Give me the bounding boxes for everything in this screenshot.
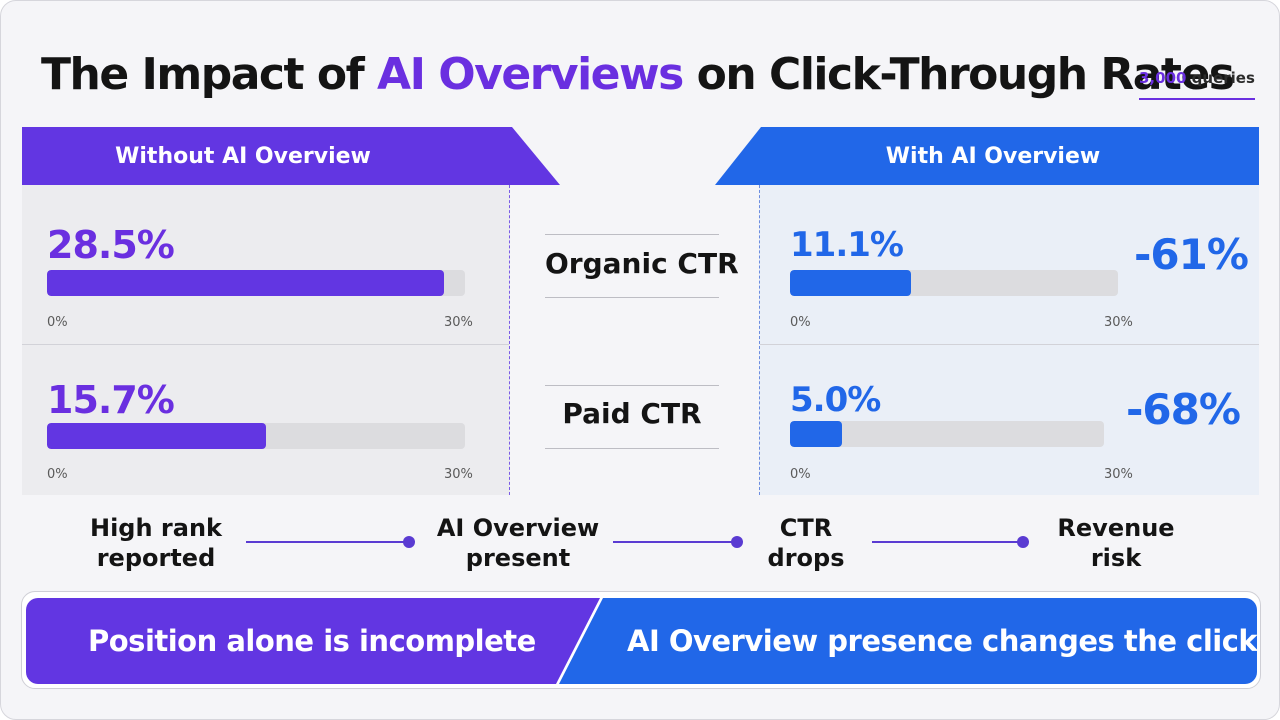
- flow-step-2-line1: AI Overview: [436, 514, 600, 542]
- metric-label-organic: Organic CTR: [545, 247, 739, 280]
- tick-min-with-paid: 0%: [790, 467, 811, 482]
- change-label-organic: -61%: [1134, 230, 1249, 279]
- summary-right-text: AI Overview presence changes the click s…: [627, 624, 1280, 658]
- tick-min-without-organic: 0%: [47, 315, 68, 330]
- sample-unit: queries: [1186, 69, 1255, 87]
- flow-connector-3: [872, 541, 1020, 543]
- value-label-with-paid: 5.0%: [790, 380, 881, 420]
- flow-dot-3: [1017, 536, 1029, 548]
- column-header-without-label: Without AI Overview: [115, 143, 371, 169]
- flow-step-1-line1: High rank: [89, 514, 222, 542]
- flow-step-3-line1: CTR: [779, 514, 833, 542]
- bar-with-organic: [790, 270, 912, 296]
- flow-dot-2: [731, 536, 743, 548]
- flow-step-2-line2: present: [465, 544, 571, 572]
- value-label-without-paid: 15.7%: [47, 378, 175, 422]
- flow-step-1: High rank reported: [81, 513, 231, 573]
- metric-label-paid: Paid CTR: [562, 397, 702, 430]
- column-header-without: Without AI Overview: [22, 127, 560, 185]
- flow-step-4: Revenue risk: [1041, 513, 1191, 573]
- tick-max-with-paid: 30%: [1104, 467, 1133, 482]
- bar-track-with-organic: [790, 270, 1118, 296]
- tick-max-with-organic: 30%: [1104, 315, 1133, 330]
- bar-without-organic: [47, 270, 445, 296]
- value-label-with-organic: 11.1%: [790, 225, 904, 265]
- flow-step-2: AI Overview present: [433, 513, 603, 573]
- flow-step-3-line2: drops: [767, 544, 845, 572]
- sample-size: 3,000 queries: [1139, 69, 1255, 87]
- sample-underline: [1139, 98, 1255, 100]
- title-suffix: on Click-Through Rates: [682, 49, 1235, 100]
- summary-banner-right: AI Overview presence changes the click s…: [559, 598, 1257, 684]
- summary-left-text: Position alone is incomplete: [88, 624, 536, 658]
- flow-step-4-line1: Revenue: [1057, 514, 1175, 542]
- change-label-paid: -68%: [1126, 385, 1241, 434]
- column-header-with-label: With AI Overview: [885, 143, 1101, 169]
- metric-rule-top-organic: [545, 234, 719, 235]
- flow-dot-1: [403, 536, 415, 548]
- title-prefix: The Impact of: [41, 49, 378, 100]
- tick-max-without-organic: 30%: [444, 315, 473, 330]
- flow-connector-2: [613, 541, 733, 543]
- metric-rule-bottom-organic: [545, 297, 719, 298]
- bar-track-without-paid: [47, 423, 465, 449]
- tick-min-without-paid: 0%: [47, 467, 68, 482]
- metric-rule-top-paid: [545, 385, 719, 386]
- tick-max-without-paid: 30%: [444, 467, 473, 482]
- metric-rule-bottom-paid: [545, 448, 719, 449]
- tick-min-with-organic: 0%: [790, 315, 811, 330]
- chart-title: The Impact of AI Overviews on Click-Thro…: [41, 49, 1235, 100]
- summary-banner-left: Position alone is incomplete: [26, 598, 600, 684]
- panel-divider: [22, 344, 509, 345]
- panel-without: 28.5% 0% 30% 15.7% 0% 30%: [22, 185, 510, 495]
- bar-with-paid: [790, 421, 843, 447]
- panel-with: 11.1% 0% 30% -61% 5.0% 0% 30% -68%: [759, 185, 1259, 495]
- bar-without-paid: [47, 423, 266, 449]
- bar-track-with-paid: [790, 421, 1104, 447]
- flow-step-3: CTR drops: [751, 513, 861, 573]
- flow-step-1-line2: reported: [96, 544, 216, 572]
- sample-count: 3,000: [1139, 69, 1187, 87]
- column-header-with: With AI Overview: [715, 127, 1259, 185]
- flow-step-4-line2: risk: [1090, 544, 1142, 572]
- title-highlight: AI Overviews: [377, 49, 684, 100]
- value-label-without-organic: 28.5%: [47, 223, 175, 267]
- panel-divider: [760, 344, 1259, 345]
- bar-track-without-organic: [47, 270, 465, 296]
- flow-connector-1: [246, 541, 404, 543]
